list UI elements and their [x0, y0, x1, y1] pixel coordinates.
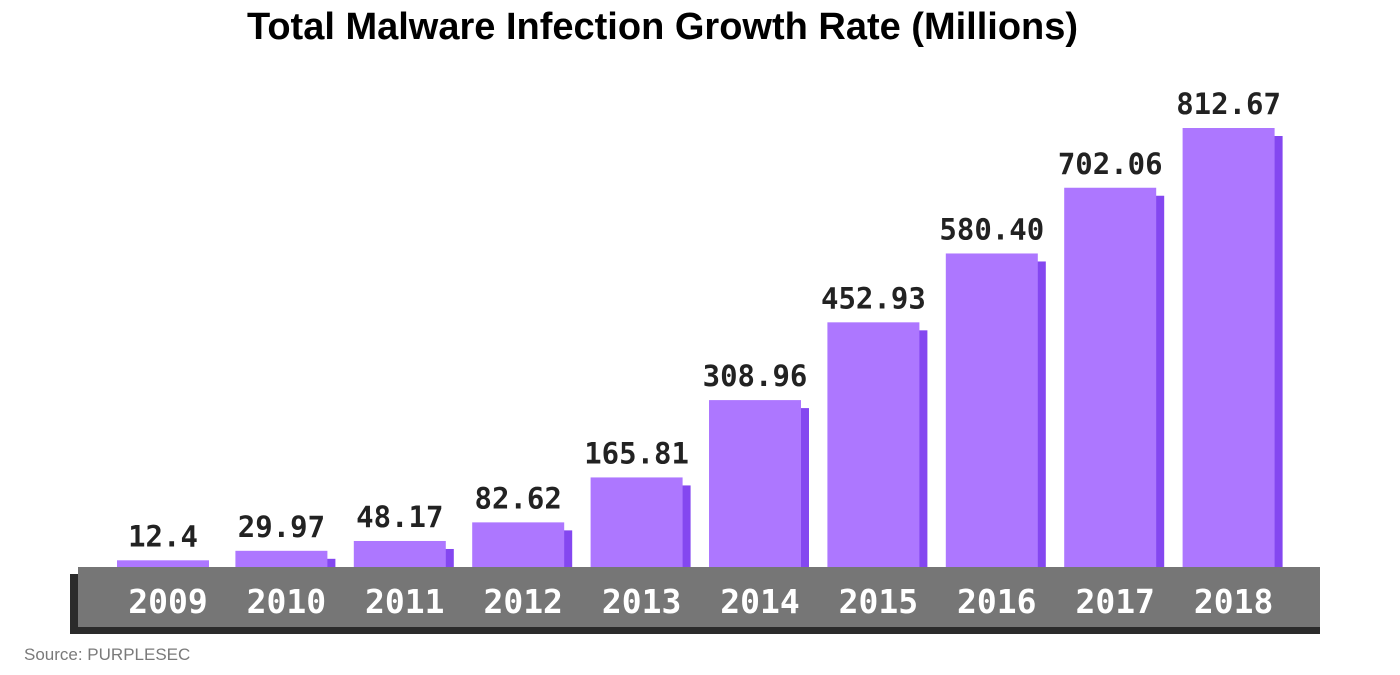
bar-2013	[590, 477, 683, 567]
value-label-2016: 580.40	[939, 212, 1044, 246]
x-axis-band: 2009 2010 2011 2012 2013 2014 2015 2016 2017 2018	[70, 567, 1320, 634]
source-note: Source: PURPLESEC	[24, 645, 191, 664]
bar-2018	[1182, 128, 1275, 567]
bar-2016	[945, 253, 1038, 567]
chart-title: Total Malware Infection Growth Rate (Mil…	[246, 6, 1079, 48]
x-tick-label-2009: 2009	[128, 582, 207, 621]
value-label-2015: 452.93	[821, 281, 926, 315]
x-tick-label-2016: 2016	[957, 582, 1036, 621]
bar-chart: 2009 2010 2011 2012 2013 2014 2015 2016 2017 2018…	[70, 87, 1320, 634]
value-label-2011: 48.17	[356, 500, 443, 534]
axis-band	[78, 567, 1320, 627]
bar-2009	[117, 560, 209, 567]
bar-2015	[827, 322, 920, 567]
value-label-2014: 308.96	[703, 359, 808, 393]
bar-2010	[235, 550, 328, 567]
x-tick-label-2012: 2012	[483, 582, 562, 621]
bar-2011	[353, 540, 446, 567]
bar-2014	[709, 400, 801, 567]
value-label-2012: 82.62	[475, 481, 562, 515]
value-label-2010: 29.97	[238, 510, 325, 544]
bars-layer	[117, 128, 1283, 576]
x-tick-label-2010: 2010	[247, 582, 326, 621]
value-label-2017: 702.06	[1058, 147, 1163, 181]
x-tick-label-2014: 2014	[720, 582, 799, 621]
x-tick-label-2018: 2018	[1194, 582, 1273, 621]
x-tick-label-2011: 2011	[365, 582, 444, 621]
value-label-2013: 165.81	[584, 436, 689, 470]
x-tick-label-2015: 2015	[839, 582, 918, 621]
labels-layer: 12.4 29.97 48.17 82.62 165.81 308.96 452.93 580…	[128, 87, 1281, 553]
x-tick-label-2017: 2017	[1075, 582, 1154, 621]
value-label-2009: 12.4	[128, 519, 198, 553]
x-tick-label-2013: 2013	[602, 582, 681, 621]
value-label-2018: 812.67	[1176, 87, 1281, 121]
bar-2017	[1064, 187, 1157, 568]
bar-2012	[472, 522, 565, 567]
